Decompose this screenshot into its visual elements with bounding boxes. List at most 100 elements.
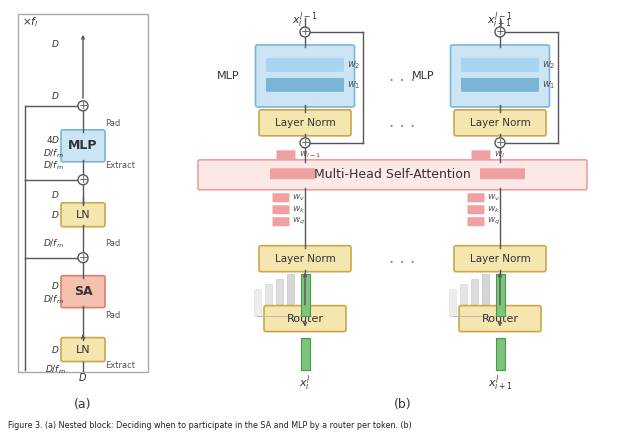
Text: $w_2$: $w_2$	[347, 59, 360, 71]
Bar	[449, 289, 456, 316]
Text: Router: Router	[481, 313, 518, 323]
FancyBboxPatch shape	[266, 58, 344, 72]
Text: $D$: $D$	[51, 344, 60, 355]
Circle shape	[78, 101, 88, 111]
FancyBboxPatch shape	[61, 203, 105, 227]
Text: +: +	[300, 138, 310, 148]
Bar	[481, 274, 488, 316]
FancyBboxPatch shape	[259, 246, 351, 271]
Text: $D/f_m$: $D/f_m$	[42, 159, 63, 172]
FancyBboxPatch shape	[467, 193, 484, 202]
Bar	[301, 338, 310, 369]
Text: $D/f_m$: $D/f_m$	[42, 237, 63, 250]
FancyBboxPatch shape	[461, 78, 539, 92]
Bar	[495, 274, 504, 316]
Text: Multi-Head Self-Attention: Multi-Head Self-Attention	[314, 168, 471, 181]
Text: $w_l$: $w_l$	[494, 149, 505, 160]
Text: LN: LN	[76, 210, 90, 220]
FancyBboxPatch shape	[270, 168, 315, 179]
Text: Pad: Pad	[105, 239, 120, 248]
Text: $D/f_m$: $D/f_m$	[42, 148, 63, 160]
FancyBboxPatch shape	[255, 45, 355, 107]
FancyBboxPatch shape	[451, 45, 550, 107]
Text: Figure 3. (a) Nested block: Deciding when to participate in the SA and MLP by a : Figure 3. (a) Nested block: Deciding whe…	[8, 421, 412, 430]
FancyBboxPatch shape	[61, 130, 105, 162]
Text: LN: LN	[76, 345, 90, 355]
FancyBboxPatch shape	[273, 217, 289, 226]
Text: $w_v$: $w_v$	[487, 193, 500, 203]
FancyBboxPatch shape	[266, 78, 344, 92]
Text: $D/f_m$: $D/f_m$	[45, 363, 65, 376]
Bar	[287, 274, 294, 316]
FancyBboxPatch shape	[454, 110, 546, 136]
Circle shape	[300, 27, 310, 37]
Bar	[253, 289, 260, 316]
Text: Layer Norm: Layer Norm	[470, 254, 531, 264]
Text: +: +	[300, 27, 310, 37]
Circle shape	[495, 138, 505, 148]
Text: $x_{i+1}^{l-1}$: $x_{i+1}^{l-1}$	[487, 10, 513, 29]
Text: $x_i^l$: $x_i^l$	[300, 374, 311, 393]
Text: MLP: MLP	[412, 71, 435, 81]
FancyBboxPatch shape	[454, 246, 546, 271]
FancyBboxPatch shape	[467, 217, 484, 226]
Text: $D/f_m$: $D/f_m$	[42, 294, 63, 306]
Text: MLP: MLP	[68, 139, 98, 152]
Text: +: +	[78, 253, 88, 263]
Text: +: +	[78, 101, 88, 111]
Bar	[470, 279, 477, 316]
Circle shape	[495, 27, 505, 37]
FancyBboxPatch shape	[61, 338, 105, 362]
Text: +: +	[495, 27, 505, 37]
FancyBboxPatch shape	[467, 205, 484, 214]
Text: $w_1$: $w_1$	[347, 79, 360, 91]
FancyBboxPatch shape	[276, 150, 296, 159]
Text: $w_v$: $w_v$	[292, 193, 305, 203]
Text: Pad: Pad	[105, 311, 120, 320]
Circle shape	[78, 253, 88, 263]
Text: (a): (a)	[74, 398, 92, 411]
Text: . . .: . . .	[389, 67, 415, 85]
FancyBboxPatch shape	[198, 160, 587, 190]
Bar	[275, 279, 282, 316]
Text: $D$: $D$	[51, 189, 60, 200]
Text: $w_k$: $w_k$	[487, 204, 500, 215]
Bar	[460, 284, 467, 316]
Bar	[264, 284, 271, 316]
Text: $w_1$: $w_1$	[542, 79, 556, 91]
Text: Layer Norm: Layer Norm	[470, 118, 531, 128]
Text: $w_k$: $w_k$	[292, 204, 305, 215]
FancyBboxPatch shape	[259, 110, 351, 136]
FancyBboxPatch shape	[273, 205, 289, 214]
Circle shape	[300, 138, 310, 148]
Bar	[18, 14, 148, 372]
Bar	[301, 274, 310, 316]
Text: +: +	[78, 175, 88, 185]
FancyBboxPatch shape	[264, 306, 346, 332]
Text: SA: SA	[74, 285, 92, 298]
Text: $x_i^{l-1}$: $x_i^{l-1}$	[292, 10, 317, 29]
Text: $D$: $D$	[51, 90, 60, 101]
FancyBboxPatch shape	[459, 306, 541, 332]
Bar	[495, 338, 504, 369]
Text: $D$: $D$	[51, 209, 60, 220]
FancyBboxPatch shape	[461, 58, 539, 72]
Text: Layer Norm: Layer Norm	[275, 254, 335, 264]
Text: . . .: . . .	[389, 249, 415, 267]
Text: $4D$: $4D$	[46, 134, 60, 145]
Text: Extract: Extract	[105, 162, 135, 170]
Text: $w_2$: $w_2$	[542, 59, 556, 71]
Text: $D$: $D$	[51, 39, 60, 49]
Text: $\times f_l$: $\times f_l$	[22, 15, 38, 29]
FancyBboxPatch shape	[61, 276, 105, 307]
Text: $w_q$: $w_q$	[292, 216, 305, 227]
Text: (b): (b)	[394, 398, 412, 411]
FancyBboxPatch shape	[273, 193, 289, 202]
Text: $x_{i+1}^l$: $x_{i+1}^l$	[488, 374, 513, 393]
Text: Router: Router	[287, 313, 323, 323]
Text: Pad: Pad	[105, 120, 120, 128]
Text: Extract: Extract	[105, 361, 135, 370]
FancyBboxPatch shape	[480, 168, 525, 179]
Text: Layer Norm: Layer Norm	[275, 118, 335, 128]
Circle shape	[78, 175, 88, 185]
